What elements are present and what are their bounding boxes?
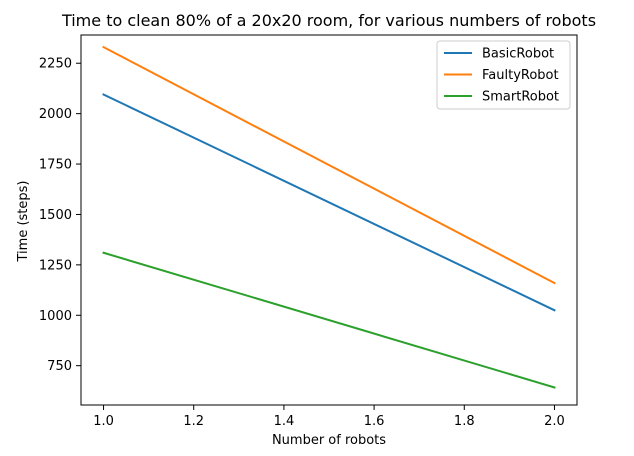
x-tick-label: 1.8	[454, 414, 475, 429]
legend-box	[436, 40, 571, 110]
legend-label: FaultyRobot	[482, 68, 559, 83]
y-tick-label: 2000	[39, 107, 72, 122]
x-tick-label: 1.4	[274, 414, 295, 429]
series-layer	[102, 45, 556, 389]
x-tick-label: 1.6	[364, 414, 385, 429]
legend: BasicRobot FaultyRobot SmartRobot	[436, 40, 571, 110]
y-tick-label: 750	[47, 359, 72, 374]
legend-label: SmartRobot	[482, 90, 559, 105]
legend-item-basicrobot: BasicRobot	[444, 47, 554, 62]
series-line-basicrobot	[102, 93, 556, 312]
x-tick-label: 1.2	[183, 414, 204, 429]
legend-item-faultyrobot: FaultyRobot	[444, 68, 559, 83]
series-line-faultyrobot	[102, 45, 556, 285]
x-axis-label: Number of robots	[272, 433, 386, 448]
series-line-smartrobot	[102, 251, 556, 389]
y-tick-label: 1750	[39, 158, 72, 173]
plot-frame	[80, 34, 578, 406]
legend-label: BasicRobot	[482, 47, 554, 62]
y-tick-label: 1250	[39, 258, 72, 273]
y-tick-label: 2250	[39, 57, 72, 72]
y-tick-label: 1000	[39, 309, 72, 324]
x-axis: 1.0 1.2 1.4 1.6 1.8 2.0	[93, 405, 565, 429]
x-tick-label: 1.0	[93, 414, 114, 429]
y-axis-label: Time (steps)	[16, 181, 31, 263]
x-tick-label: 2.0	[544, 414, 565, 429]
legend-item-smartrobot: SmartRobot	[444, 90, 559, 105]
chart-title: Time to clean 80% of a 20x20 room, for v…	[61, 11, 596, 30]
y-tick-label: 1500	[39, 208, 72, 223]
y-axis: 750 1000 1250 1500 1750 2000 2250	[39, 57, 81, 374]
